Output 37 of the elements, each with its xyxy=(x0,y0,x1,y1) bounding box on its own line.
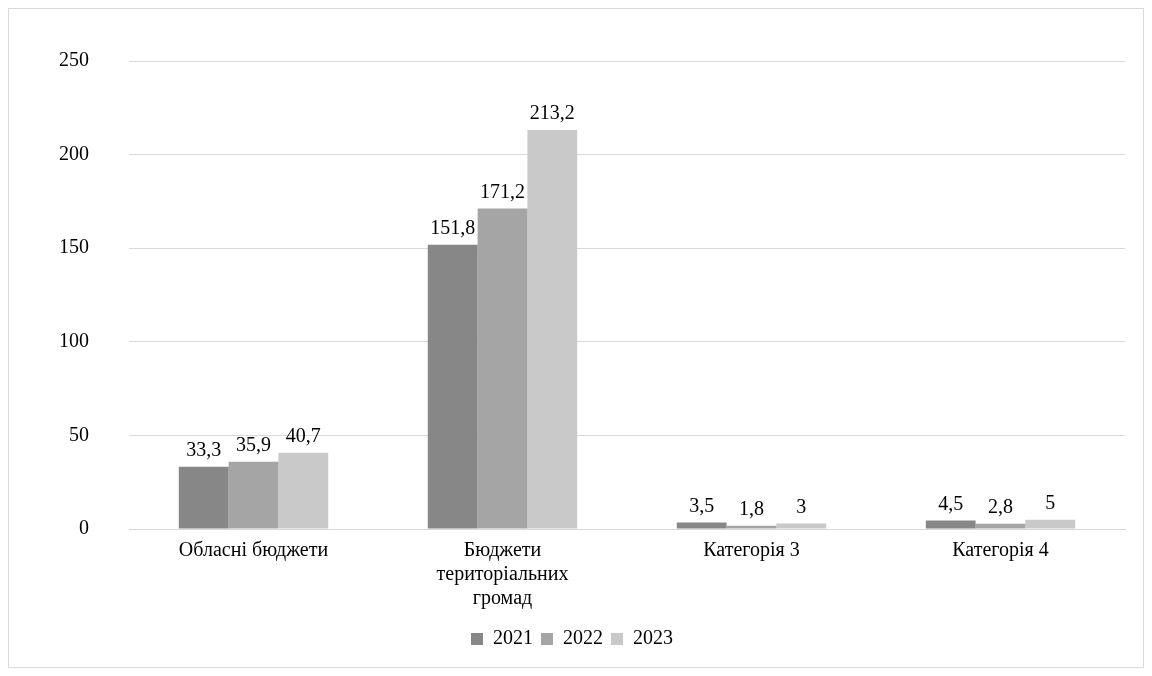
y-tick-label: 250 xyxy=(59,48,89,71)
data-label: 171,2 xyxy=(480,179,525,202)
data-label: 33,3 xyxy=(186,437,222,460)
x-tick-label: Категорія 3 xyxy=(703,538,800,562)
legend-label: 2023 xyxy=(633,626,673,649)
data-label: 1,8 xyxy=(739,496,764,519)
data-label: 3 xyxy=(796,494,807,517)
x-tick-label: Категорія 4 xyxy=(952,538,1049,562)
y-tick-label: 100 xyxy=(59,329,89,352)
data-label: 3,5 xyxy=(689,493,715,516)
y-tick-label: 150 xyxy=(59,235,89,258)
bar xyxy=(228,461,279,529)
y-tick-label: 0 xyxy=(79,516,89,539)
data-label: 5 xyxy=(1045,490,1056,513)
data-label: 2,8 xyxy=(988,495,1013,518)
bar xyxy=(975,523,1026,529)
data-label: 4,5 xyxy=(938,491,964,514)
bar xyxy=(776,523,827,529)
data-label: 213,2 xyxy=(529,101,575,124)
bar xyxy=(178,466,229,529)
y-tick-label: 50 xyxy=(69,422,89,445)
bar xyxy=(477,208,528,529)
data-label: 151,8 xyxy=(430,216,476,239)
bar xyxy=(676,522,727,529)
x-tick-label: Бюджети територіальних громад xyxy=(436,538,569,610)
bar xyxy=(925,520,976,529)
data-label: 35,9 xyxy=(236,433,271,456)
bar xyxy=(427,244,478,529)
bar xyxy=(278,452,329,529)
x-tick-label: Обласні бюджети xyxy=(178,538,329,562)
legend-label: 2021 xyxy=(493,626,533,649)
data-label: 40,7 xyxy=(285,424,321,447)
bar xyxy=(726,525,777,529)
legend-label: 2022 xyxy=(563,626,603,649)
bar xyxy=(527,129,578,529)
y-tick-label: 200 xyxy=(59,141,89,164)
bar xyxy=(1025,519,1076,529)
